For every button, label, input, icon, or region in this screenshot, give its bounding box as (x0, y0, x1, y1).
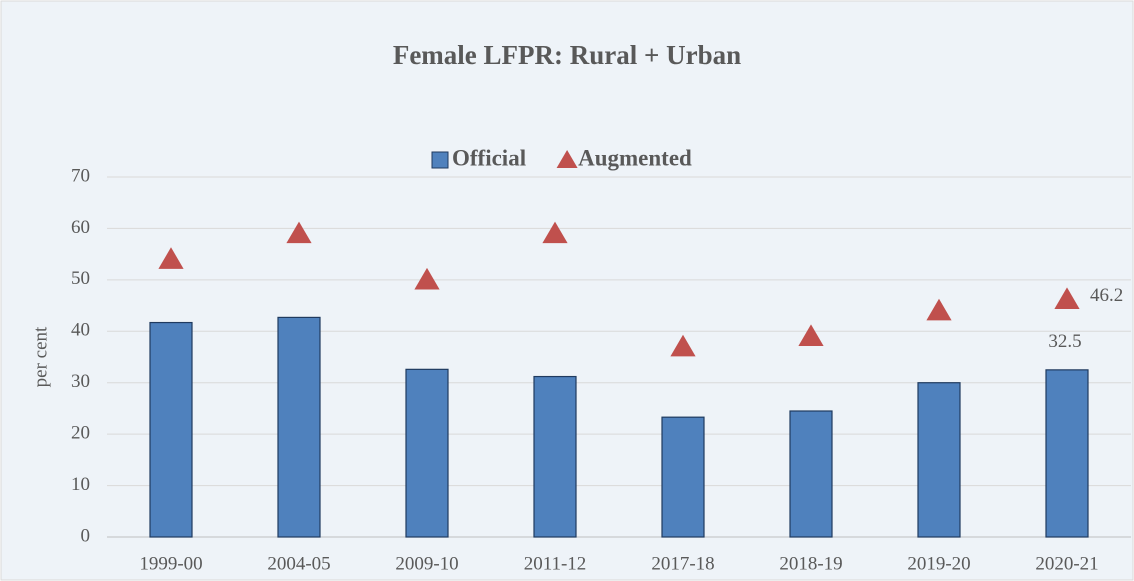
y-tick-label: 40 (71, 320, 90, 341)
marker (542, 221, 568, 244)
x-tick-label: 1999-00 (139, 553, 202, 574)
bar (533, 375, 577, 538)
marker (670, 334, 696, 357)
y-axis-label: per cent (30, 326, 51, 387)
x-tick-label: 2017-18 (651, 553, 714, 574)
y-tick-label: 0 (81, 525, 91, 546)
y-tick-label: 60 (71, 217, 90, 238)
legend-swatch (431, 151, 449, 169)
chart-title: Female LFPR: Rural + Urban (393, 40, 741, 70)
bar (149, 321, 193, 538)
legend-swatch (556, 150, 578, 168)
legend-label: Official (452, 145, 526, 170)
data-label: 46.2 (1090, 285, 1123, 306)
data-label: 32.5 (1048, 331, 1081, 352)
marker (158, 247, 184, 269)
y-tick-label: 10 (71, 474, 90, 495)
marker (1054, 287, 1080, 309)
x-tick-label: 2020-21 (1035, 553, 1098, 574)
x-tick-label: 2011-12 (524, 553, 587, 574)
x-tick-label: 2018-19 (779, 553, 842, 574)
y-tick-label: 30 (71, 371, 90, 392)
bar (1045, 369, 1089, 538)
bar (405, 368, 449, 538)
y-tick-label: 50 (71, 268, 90, 289)
marker (286, 221, 312, 244)
y-tick-label: 20 (71, 423, 90, 444)
bar (277, 316, 321, 538)
x-tick-label: 2009-10 (395, 553, 458, 574)
x-tick-label: 2004-05 (267, 553, 330, 574)
x-tick-label: 2019-20 (907, 553, 970, 574)
marker (414, 267, 440, 290)
marker (926, 298, 952, 321)
bar (789, 410, 833, 538)
legend-label: Augmented (578, 145, 692, 170)
bar (917, 382, 961, 538)
bar (661, 416, 705, 538)
marker (798, 324, 824, 347)
y-tick-label: 70 (71, 165, 90, 186)
